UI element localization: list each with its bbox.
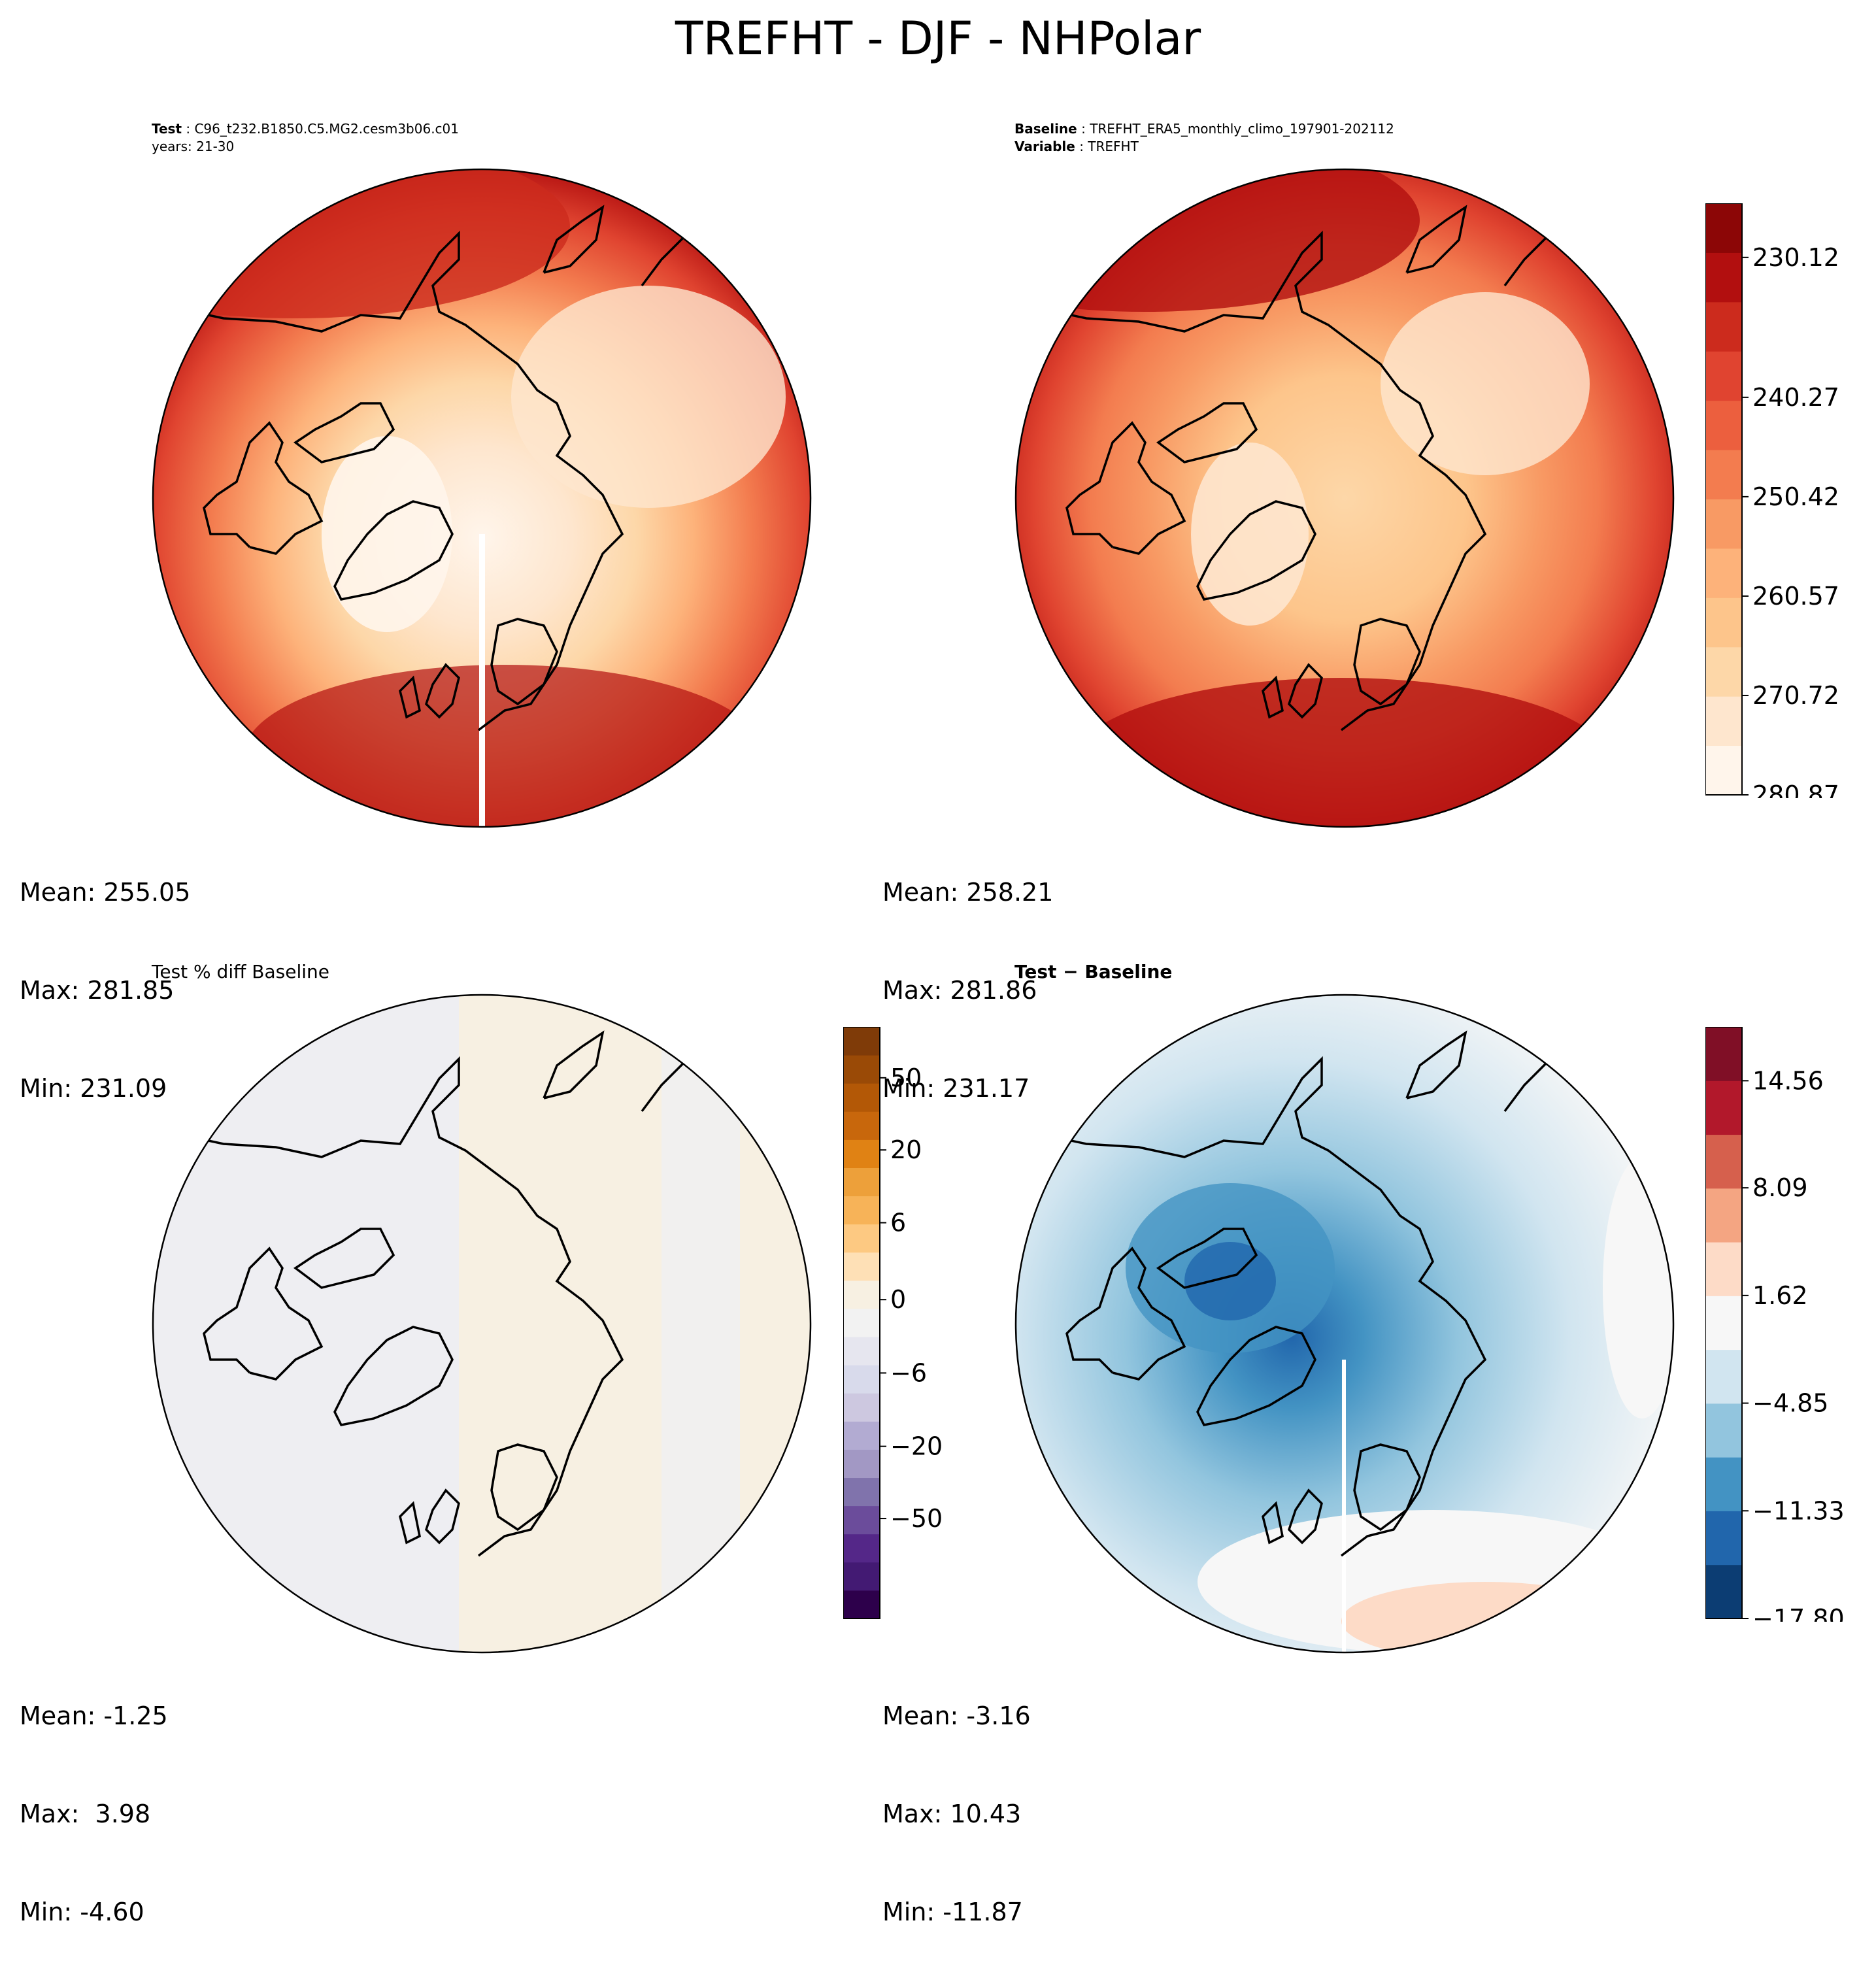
test-stat-max: Max: 281.85 <box>20 976 175 1005</box>
diff-stats: Mean: -3.16 Max: 10.43 Min: -11.87 <box>882 1634 1031 1961</box>
colorbar-tick-label: 50 <box>890 1064 922 1092</box>
pctdiff-stat-mean: Mean: -1.25 <box>20 1701 168 1730</box>
colorbar-segment <box>1705 450 1742 499</box>
test-polar-map <box>152 168 812 828</box>
colorbar-segment <box>1705 646 1742 697</box>
colorbar-segment <box>843 1280 880 1309</box>
colorbar-segment <box>843 1477 880 1507</box>
colorbar-segment <box>1705 1349 1742 1404</box>
colorbar-segment <box>843 1337 880 1366</box>
colorbar-tick-label: −20 <box>890 1432 943 1461</box>
colorbar-tick-label: 280.87 <box>1752 780 1839 798</box>
colorbar-segment <box>843 1308 880 1337</box>
colorbar-segment <box>1705 1188 1742 1243</box>
colorbar-tick-label: −50 <box>890 1504 943 1533</box>
colorbar-tick-label: 6 <box>890 1209 906 1237</box>
pctdiff-colorbar: 50 20 6 0 −6 −20 −50 <box>843 1027 943 1619</box>
baseline-header-value: TREFHT_ERA5_monthly_climo_197901-202112 <box>1090 121 1394 137</box>
colorbar-tick-label: 20 <box>890 1135 922 1164</box>
diff-polar-map <box>1014 994 1675 1654</box>
baseline-variable-key: Variable <box>1014 139 1075 154</box>
colorbar-tick-label: 1.62 <box>1752 1281 1808 1310</box>
colorbar-segment <box>843 1421 880 1450</box>
colorbar-tick-label: 14.56 <box>1752 1066 1824 1095</box>
colorbar-segment <box>1705 301 1742 352</box>
diff-panel-header: Test − Baseline <box>1014 961 1173 982</box>
baseline-stat-mean: Mean: 258.21 <box>882 878 1054 907</box>
figure-title: TREFHT - DJF - NHPolar <box>675 12 1201 65</box>
colorbar-segment <box>1705 696 1742 746</box>
baseline-header-key: Baseline <box>1014 121 1077 137</box>
colorbar-segment <box>843 1224 880 1253</box>
colorbar-segment <box>843 1196 880 1225</box>
baseline-panel-header: Baseline : TREFHT_ERA5_monthly_climo_197… <box>1014 121 1394 154</box>
colorbar-segment <box>843 1534 880 1563</box>
baseline-polar-map <box>1014 168 1675 828</box>
colorbar-tick-label: −17.80 <box>1752 1604 1845 1622</box>
diff-stat-min: Min: -11.87 <box>882 1898 1023 1926</box>
colorbar-tick-label: −11.33 <box>1752 1496 1845 1525</box>
baseline-stat-min: Min: 231.17 <box>882 1074 1030 1103</box>
colorbar-segment <box>1705 1564 1742 1619</box>
test-header-years: years: 21-30 <box>152 139 235 154</box>
colorbar-segment <box>843 1027 880 1056</box>
colorbar-segment <box>1705 252 1742 303</box>
colorbar-tick-label: 240.27 <box>1752 383 1839 412</box>
colorbar-segment <box>1705 1242 1742 1296</box>
diff-colorbar: 14.56 8.09 1.62 −4.85 −11.33 −17.80 <box>1705 1027 1845 1622</box>
colorbar-segment <box>843 1449 880 1479</box>
colorbar-segment <box>843 1083 880 1112</box>
colorbar-segment <box>1705 745 1742 796</box>
baseline-stats: Mean: 258.21 Max: 281.86 Min: 231.17 <box>882 811 1053 1137</box>
colorbar-segment <box>843 1562 880 1591</box>
colorbar-segment <box>1705 1511 1742 1566</box>
colorbar-segment <box>843 1055 880 1084</box>
colorbar-segment <box>843 1139 880 1168</box>
colorbar-segment <box>843 1590 880 1619</box>
colorbar-segment <box>1705 203 1742 253</box>
colorbar-tick-label: 270.72 <box>1752 681 1839 710</box>
colorbar-segment <box>843 1393 880 1422</box>
colorbar-tick-label: −6 <box>890 1358 927 1387</box>
diff-stat-mean: Mean: -3.16 <box>882 1701 1031 1730</box>
test-panel-header: Test : C96_t232.B1850.C5.MG2.cesm3b06.c0… <box>152 121 459 154</box>
colorbar-segment <box>1705 351 1742 401</box>
colorbar-tick-label: 8.09 <box>1752 1173 1808 1202</box>
test-header-value: C96_t232.B1850.C5.MG2.cesm3b06.c01 <box>194 121 459 137</box>
pctdiff-stats: Mean: -1.25 Max: 3.98 Min: -4.60 <box>20 1634 168 1961</box>
colorbar-segment <box>1705 1134 1742 1189</box>
colorbar-tick-label: 230.12 <box>1752 243 1839 272</box>
colorbar-segment <box>1705 400 1742 450</box>
diff-stat-max: Max: 10.43 <box>882 1800 1022 1828</box>
colorbar-segment <box>843 1167 880 1197</box>
colorbar-segment <box>1705 1081 1742 1135</box>
baseline-stat-max: Max: 281.86 <box>882 976 1037 1005</box>
colorbar-tick-label: −4.85 <box>1752 1389 1828 1418</box>
pctdiff-stat-min: Min: -4.60 <box>20 1898 144 1926</box>
colorbar-segment <box>1705 548 1742 598</box>
pctdiff-polar-map <box>152 994 812 1654</box>
colorbar-tick-label: 250.42 <box>1752 482 1839 511</box>
colorbar-segment <box>1705 1027 1742 1081</box>
pctdiff-stat-max: Max: 3.98 <box>20 1800 151 1828</box>
colorbar-segment <box>843 1111 880 1140</box>
test-header-key: Test <box>152 121 182 137</box>
pctdiff-panel-header: Test % diff Baseline <box>152 961 330 982</box>
baseline-variable-value: TREFHT <box>1088 139 1139 154</box>
colorbar-segment <box>1705 499 1742 549</box>
abs-colorbar: 230.12 240.27 250.42 260.57 270.72 280.87 <box>1705 203 1839 798</box>
colorbar-segment <box>1705 1457 1742 1511</box>
test-stats: Mean: 255.05 Max: 281.85 Min: 231.09 <box>20 811 190 1137</box>
test-stat-min: Min: 231.09 <box>20 1074 167 1103</box>
colorbar-segment <box>843 1365 880 1394</box>
colorbar-segment <box>1705 1296 1742 1350</box>
colorbar-segment <box>843 1505 880 1535</box>
colorbar-segment <box>843 1252 880 1281</box>
test-stat-mean: Mean: 255.05 <box>20 878 191 907</box>
colorbar-segment <box>1705 597 1742 648</box>
colorbar-tick-label: 0 <box>890 1285 906 1314</box>
colorbar-segment <box>1705 1403 1742 1458</box>
colorbar-tick-label: 260.57 <box>1752 582 1839 611</box>
missing-data-strip <box>479 534 485 827</box>
